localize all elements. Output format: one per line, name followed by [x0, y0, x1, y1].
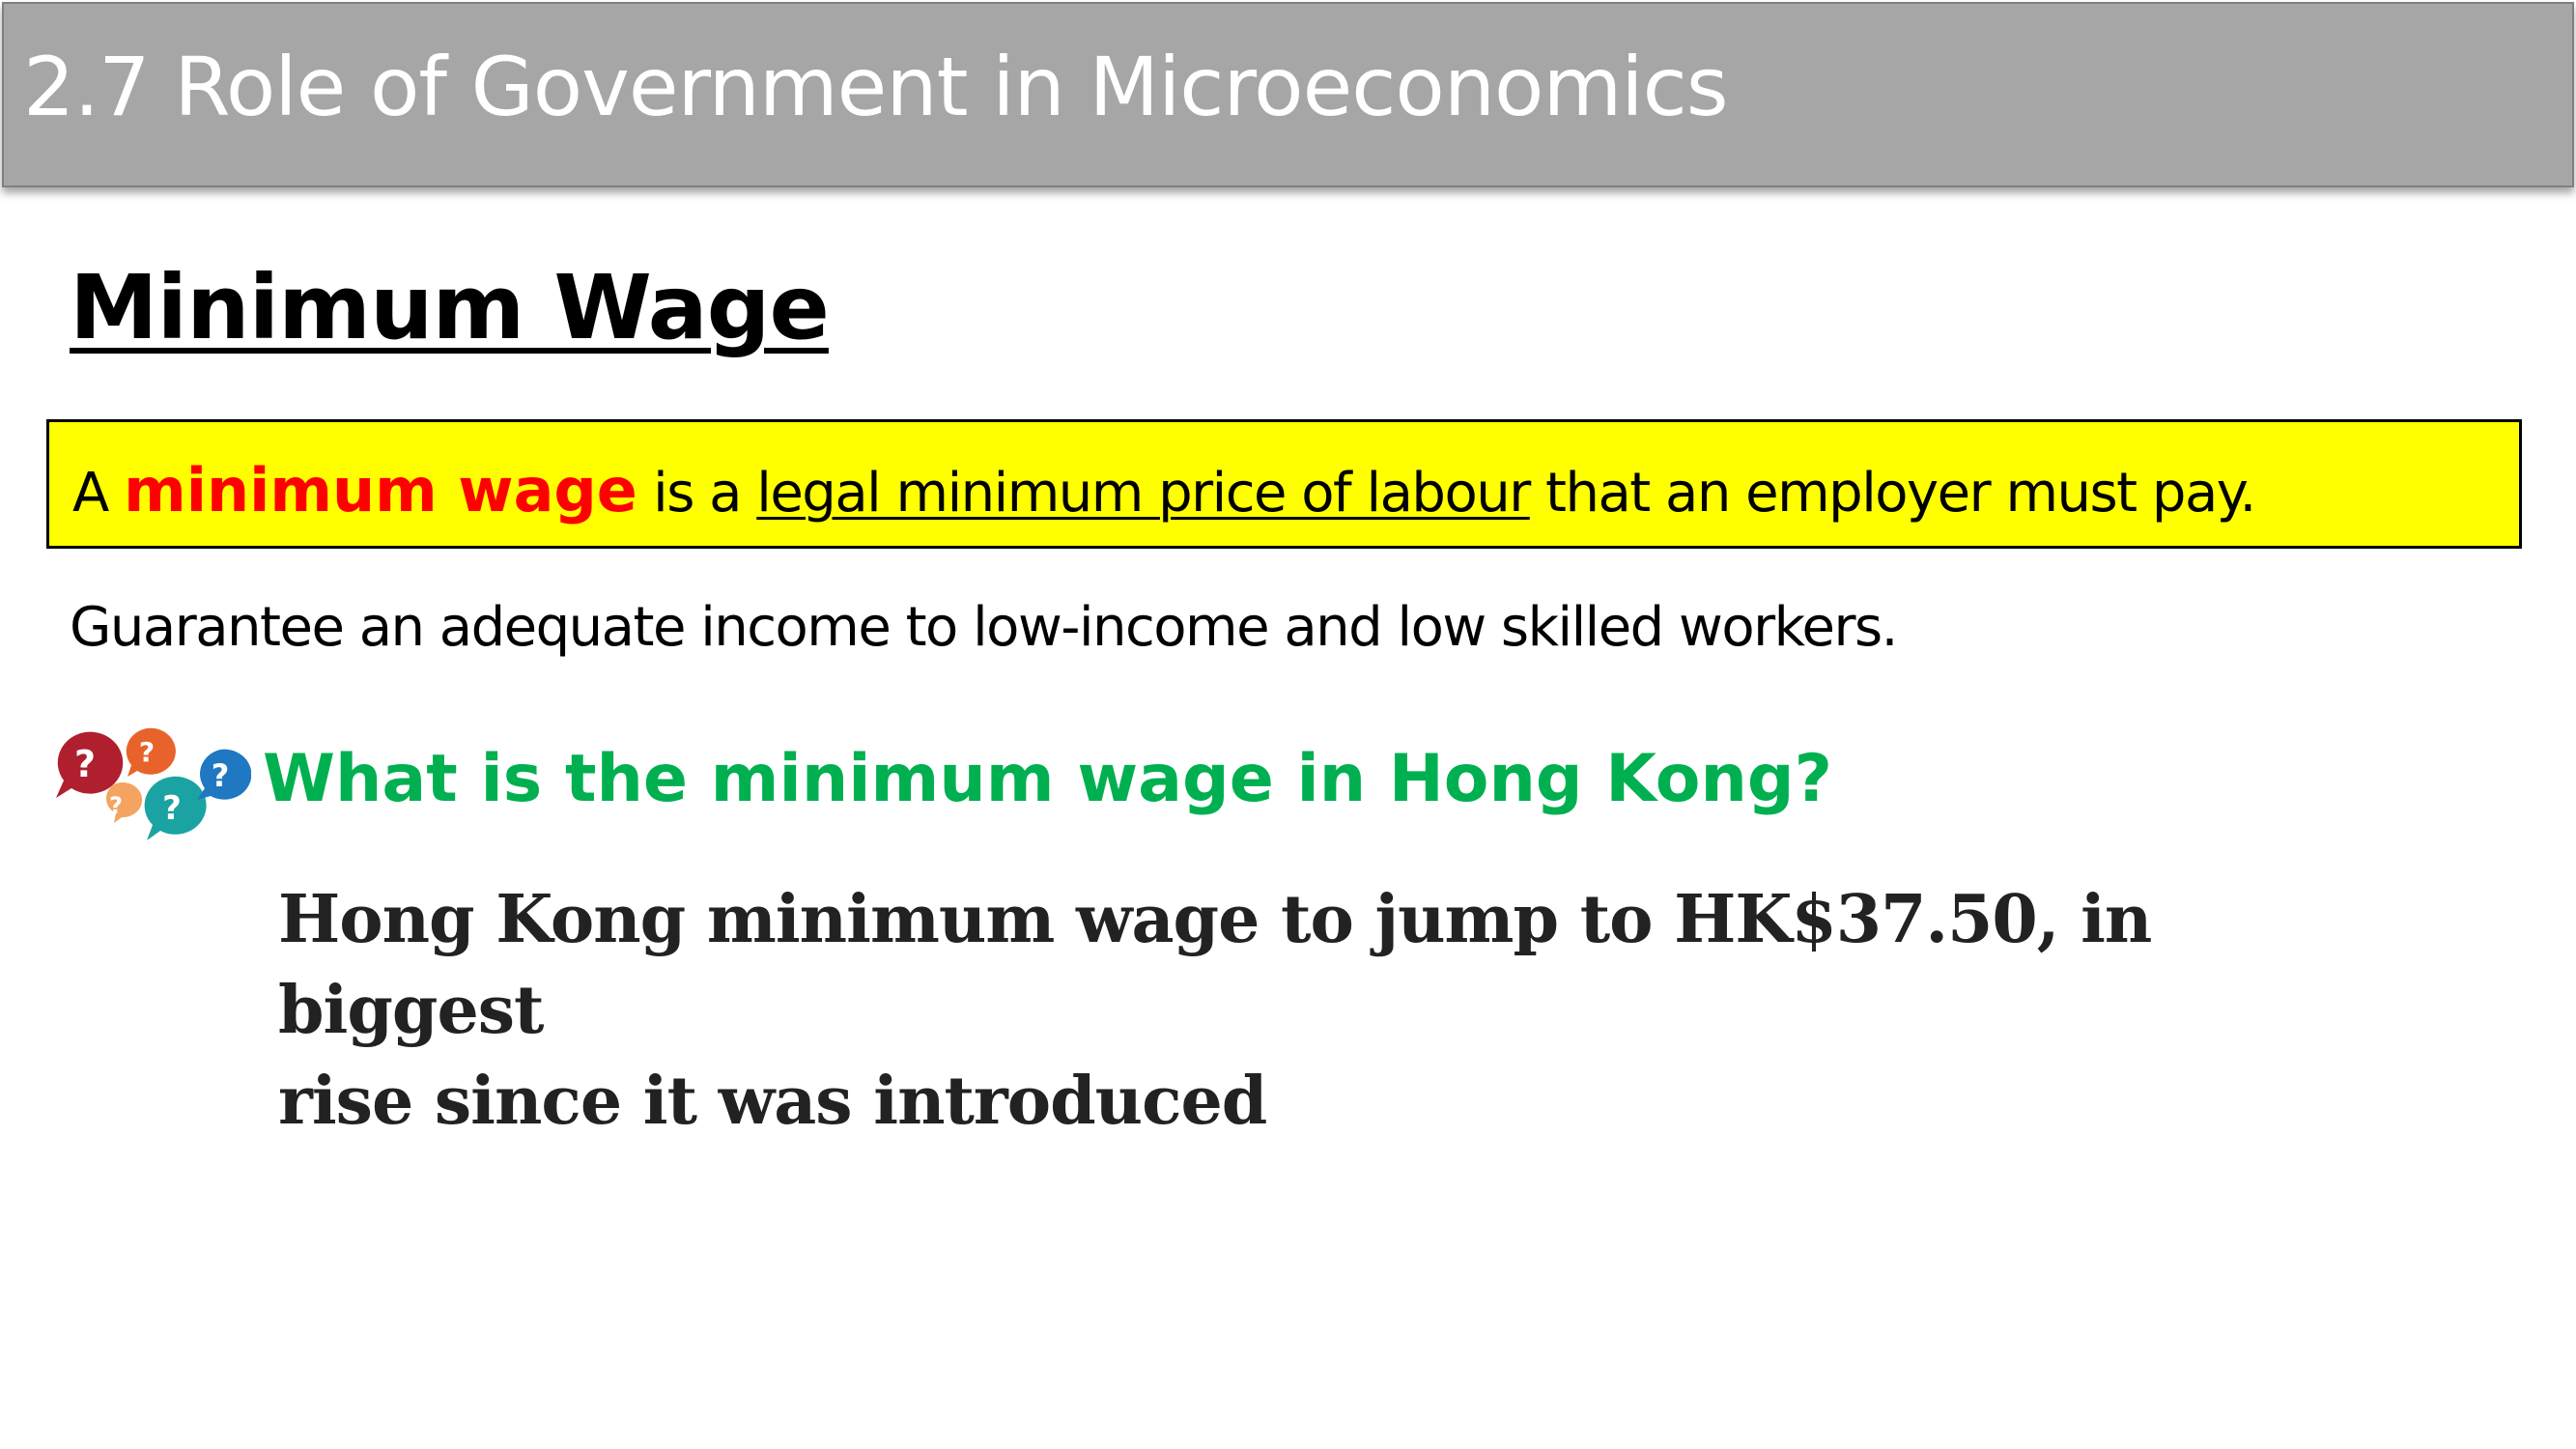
definition-prefix: A [72, 462, 125, 525]
definition-suffix: that an employer must pay. [1529, 462, 2256, 525]
svg-text:?: ? [212, 757, 230, 794]
definition-term: minimum wage [124, 455, 637, 526]
slide-title-bar: 2.7 Role of Government in Microeconomics [2, 2, 2574, 187]
section-heading: Minimum Wage [70, 256, 830, 359]
question-bubbles-icon: ? ? ? ? ? [56, 727, 251, 840]
purpose-text: Guarantee an adequate income to low-inco… [70, 596, 1898, 659]
question-text: What is the minimum wage in Hong Kong? [263, 741, 1833, 817]
svg-text:?: ? [109, 792, 123, 819]
svg-text:?: ? [139, 736, 155, 768]
news-headline-line1: Hong Kong minimum wage to jump to HK$37.… [278, 881, 2152, 1049]
definition-box: A minimum wage is a legal minimum price … [46, 419, 2522, 549]
definition-underlined: legal minimum price of labour [756, 462, 1531, 525]
news-headline-line2: rise since it was introduced [278, 1062, 1267, 1140]
slide-title: 2.7 Role of Government in Microeconomics [23, 40, 1729, 134]
svg-text:?: ? [74, 743, 96, 785]
definition-middle: is a [637, 462, 757, 525]
svg-text:?: ? [162, 789, 182, 828]
definition-text: A minimum wage is a legal minimum price … [72, 455, 2256, 526]
news-headline: Hong Kong minimum wage to jump to HK$37.… [278, 875, 2403, 1147]
